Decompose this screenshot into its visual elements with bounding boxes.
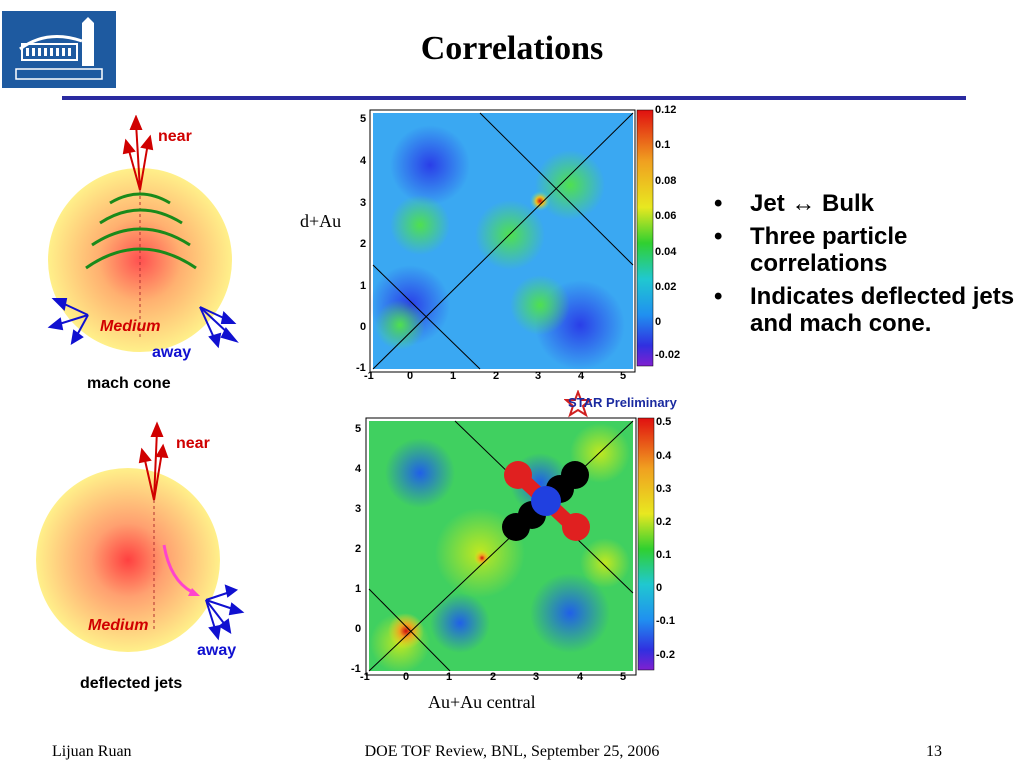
deflected-jets-graphic [36, 421, 245, 652]
scale-tick: 0.08 [655, 175, 677, 187]
bullet-list: Jet ↔ Bulk Three particle correlations I… [712, 190, 1017, 343]
axis-tick: 3 [533, 671, 540, 683]
axis-tick: 2 [355, 543, 362, 555]
dau-heatmap [369, 109, 654, 373]
mach-away-label: away [152, 344, 192, 361]
scale-tick: 0.1 [655, 139, 671, 151]
axis-tick: -1 [356, 362, 366, 374]
auau-heatmap [365, 417, 655, 676]
mach-cone-caption: mach cone [87, 375, 171, 392]
scale-tick: 0.06 [655, 210, 677, 222]
axis-tick: 3 [535, 370, 542, 382]
dau-correlation-plot [340, 105, 700, 390]
axis-tick: 0 [407, 370, 414, 382]
mach-cone-graphic [47, 114, 239, 352]
axis-tick: 5 [620, 370, 627, 382]
mach-medium-label: Medium [100, 318, 161, 335]
scale-tick: 0.2 [656, 516, 672, 528]
berkeley-lab-logo-mark [2, 11, 116, 88]
page-title: Correlations [420, 30, 604, 67]
scale-tick: -0.02 [655, 349, 681, 361]
deflected-jets-diagram [30, 420, 260, 670]
footer-author: Lijuan Ruan [52, 743, 132, 760]
axis-tick: -1 [364, 370, 374, 382]
deflected-away-label: away [197, 642, 237, 659]
axis-tick: 5 [620, 671, 627, 683]
axis-tick: 0 [355, 623, 362, 635]
bullet-item: Jet ↔ Bulk [712, 190, 1017, 217]
axis-tick: -1 [360, 671, 370, 683]
axis-tick: 3 [360, 197, 367, 209]
axis-tick: 4 [578, 370, 585, 382]
star-preliminary-text: STAR Preliminary [568, 395, 677, 410]
axis-tick: 2 [360, 238, 367, 250]
auau-label: Au+Au central [428, 692, 536, 712]
axis-tick: -1 [351, 663, 361, 675]
footer-event: DOE TOF Review, BNL, September 25, 2006 [364, 743, 660, 760]
axis-tick: 4 [577, 671, 584, 683]
footer-page-number: 13 [926, 743, 942, 760]
scale-tick: 0 [655, 316, 662, 328]
axis-tick: 5 [355, 423, 362, 435]
scale-tick: -0.1 [656, 615, 675, 627]
star-preliminary-watermark: STAR Preliminary [564, 390, 704, 418]
axis-tick: 4 [360, 155, 367, 167]
axis-tick: 0 [360, 321, 367, 333]
mach-near-label: near [158, 128, 192, 145]
scale-tick: 0.04 [655, 246, 677, 258]
axis-tick: 2 [490, 671, 497, 683]
scale-tick: 0.02 [655, 281, 677, 293]
bullet-item: Three particle correlations [712, 223, 1017, 277]
deflected-near-label: near [176, 435, 210, 452]
axis-tick: 1 [446, 671, 453, 683]
bullet-item: Indicates deflected jets and mach cone. [712, 283, 1017, 337]
axis-tick: 4 [355, 463, 362, 475]
berkeley-lab-logo [2, 11, 116, 88]
scale-tick: 0 [656, 582, 663, 594]
scale-tick: -0.2 [656, 649, 675, 661]
axis-tick: 1 [355, 583, 362, 595]
axis-tick: 5 [360, 113, 367, 125]
star-icon [564, 390, 592, 418]
auau-correlation-plot [340, 413, 700, 693]
axis-tick: 2 [493, 370, 500, 382]
scale-tick: 0.1 [656, 549, 672, 561]
axis-tick: 1 [360, 280, 367, 292]
axis-tick: 0 [403, 671, 410, 683]
mach-cone-diagram [40, 114, 260, 405]
scale-tick: 0.5 [656, 416, 672, 428]
scale-tick: 0.3 [656, 483, 672, 495]
scale-tick: 0.12 [655, 104, 677, 116]
deflected-medium-label: Medium [88, 617, 149, 634]
dau-label: d+Au [300, 211, 342, 231]
title-divider [62, 96, 966, 100]
deflected-jets-caption: deflected jets [80, 675, 183, 692]
scale-tick: 0.4 [656, 450, 672, 462]
axis-tick: 3 [355, 503, 362, 515]
axis-tick: 1 [450, 370, 457, 382]
